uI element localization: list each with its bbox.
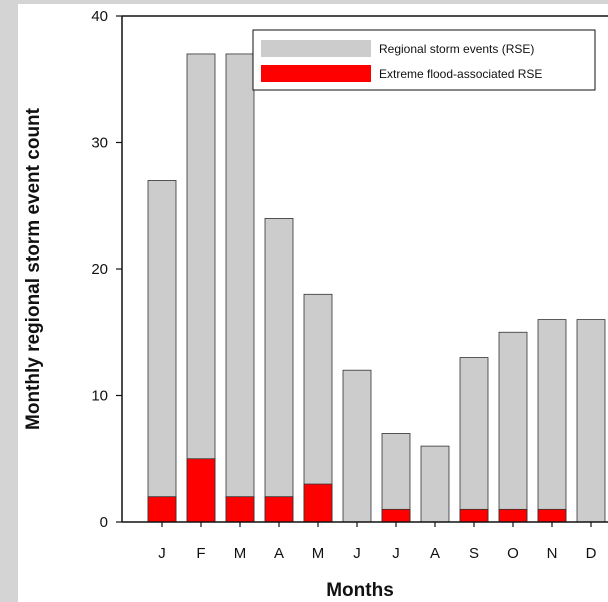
bar-rse-6: [342, 369, 372, 523]
bar-rse-2: [186, 53, 216, 523]
x-tick-label: S: [469, 545, 479, 562]
x-tick-label: J: [353, 545, 361, 562]
bar-rse-3: [225, 53, 255, 523]
y-ticks: 0 10 20 30 40: [91, 8, 122, 531]
x-tick-label: M: [234, 545, 247, 562]
x-tick-label: D: [586, 545, 597, 562]
bar-extreme-10: [498, 508, 528, 523]
x-tick-label: F: [196, 545, 205, 562]
bar-extreme-5: [303, 483, 333, 523]
bar-extreme-7: [381, 508, 411, 523]
bar-extreme-9: [459, 508, 489, 523]
legend: Regional storm events (RSE) Extreme floo…: [252, 29, 596, 91]
bar-rse-12: [576, 319, 606, 523]
bar-rse-10: [498, 331, 528, 523]
y-tick-label: 10: [91, 388, 108, 405]
legend-label-rse: Regional storm events (RSE): [379, 42, 534, 56]
bar-extreme-4: [264, 496, 294, 523]
x-tick-label: O: [507, 545, 519, 562]
legend-swatch-rse: [261, 40, 371, 57]
x-tick-label: J: [392, 545, 400, 562]
x-tick-label: J: [158, 545, 166, 562]
bar-rse-8: [420, 445, 450, 523]
x-tick-label: A: [430, 545, 440, 562]
x-tick-label: M: [312, 545, 325, 562]
x-axis-title: Months: [326, 580, 394, 601]
bar-extreme-1: [147, 496, 177, 523]
bar-chart: 0 10 20 30 40 J F M A M J J A S O N D Months Monthly re…: [23, 8, 608, 601]
y-tick-label: 20: [91, 261, 108, 278]
chart-frame: 0 10 20 30 40 J F M A M J J A S O N D Months Monthly re…: [18, 4, 608, 602]
bar-rse-4: [264, 217, 294, 523]
x-tick-label: N: [547, 545, 558, 562]
y-tick-label: 40: [91, 8, 108, 25]
bar-rse-1: [147, 180, 177, 523]
x-tick-label: A: [274, 545, 284, 562]
bar-rse-7: [381, 433, 411, 523]
bar-extreme-2: [186, 458, 216, 523]
legend-swatch-extreme: [261, 65, 371, 82]
bar-extreme-11: [537, 508, 567, 523]
bar-rse-11: [537, 319, 567, 523]
y-tick-label: 0: [100, 514, 108, 531]
legend-label-extreme: Extreme flood-associated RSE: [379, 67, 542, 81]
bar-extreme-3: [225, 496, 255, 523]
bar-rse-9: [459, 357, 489, 523]
y-tick-label: 30: [91, 135, 108, 152]
y-axis-title: Monthly regional storm event count: [23, 107, 44, 430]
bars-layer: [147, 53, 606, 523]
